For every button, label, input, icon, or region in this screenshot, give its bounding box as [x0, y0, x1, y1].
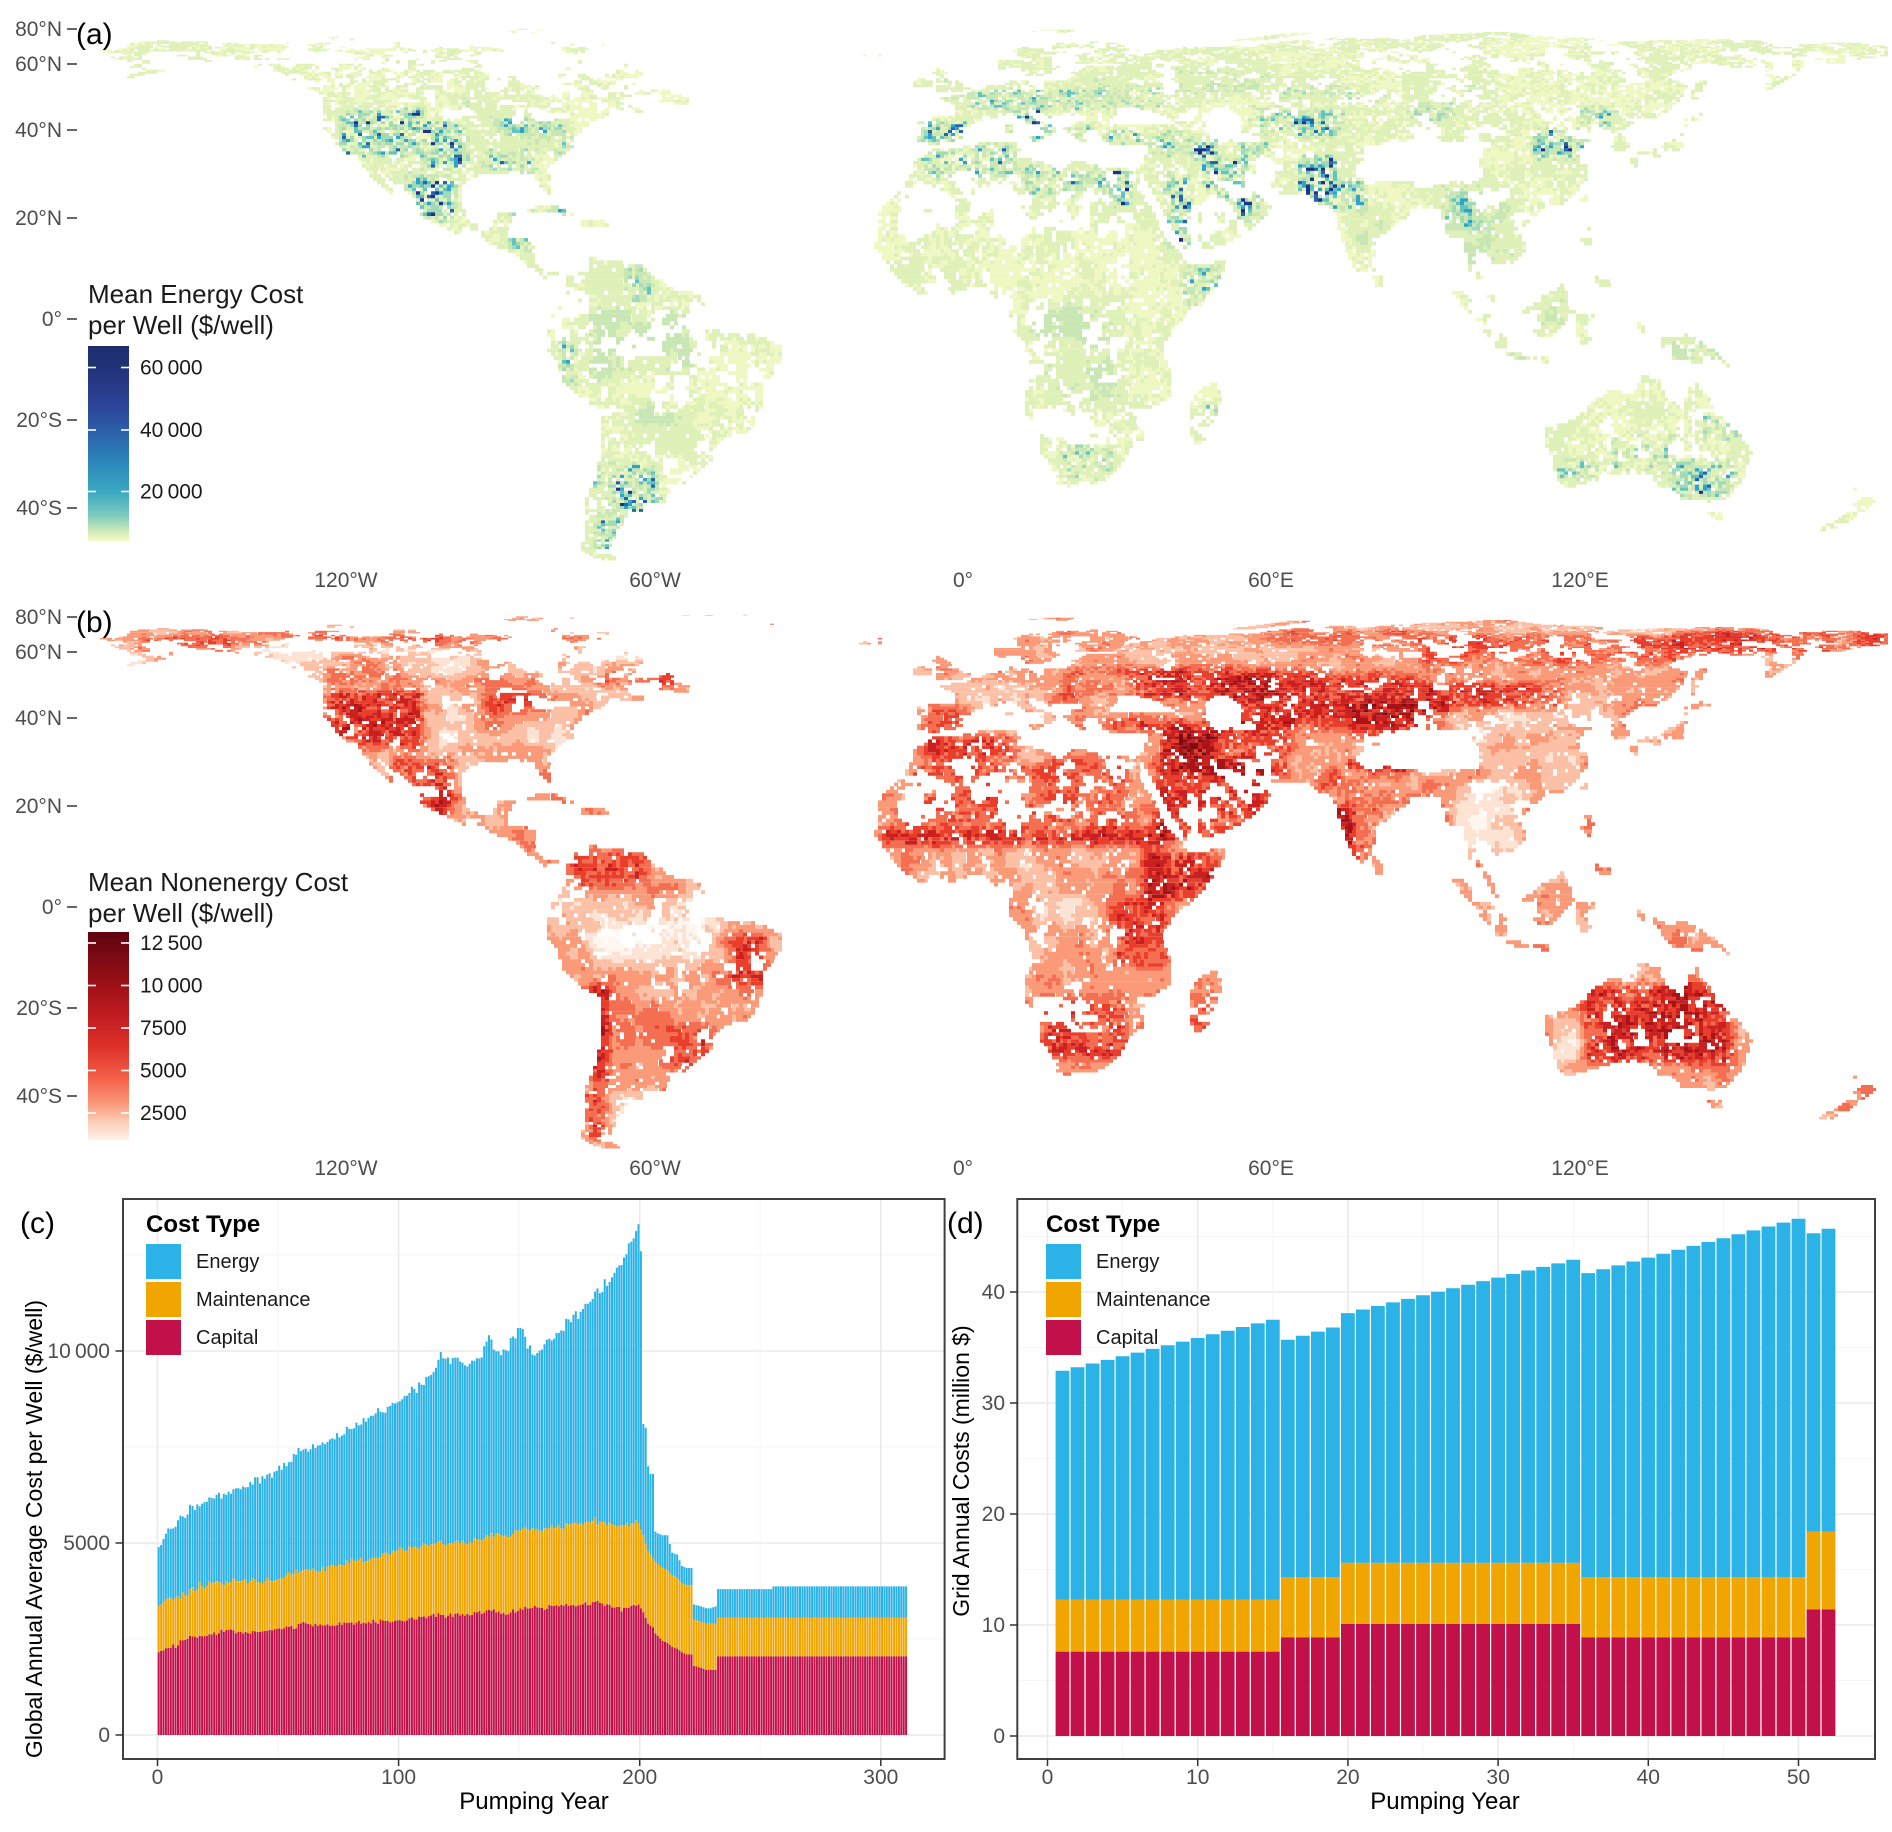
svg-text:0°: 0° [42, 896, 62, 919]
svg-text:20: 20 [982, 1503, 1005, 1526]
svg-text:Grid Annual Costs (million $): Grid Annual Costs (million $) [948, 1325, 974, 1616]
svg-text:30: 30 [1486, 1766, 1509, 1789]
svg-text:0°: 0° [953, 1157, 973, 1180]
svg-text:Pumping Year: Pumping Year [1370, 1788, 1519, 1815]
svg-text:12 500: 12 500 [140, 932, 203, 955]
svg-text:120°E: 120°E [1551, 569, 1608, 592]
svg-text:10 000: 10 000 [140, 975, 203, 998]
svg-text:0°: 0° [953, 569, 973, 592]
svg-text:20 000: 20 000 [140, 481, 203, 504]
svg-text:120°W: 120°W [314, 569, 377, 592]
svg-text:Capital: Capital [196, 1327, 258, 1349]
svg-text:0: 0 [1042, 1766, 1054, 1789]
svg-text:120°E: 120°E [1551, 1157, 1608, 1180]
svg-text:60°W: 60°W [629, 1157, 681, 1180]
svg-text:0: 0 [152, 1766, 164, 1789]
svg-text:0°: 0° [42, 308, 62, 331]
svg-text:Pumping Year: Pumping Year [459, 1788, 608, 1815]
svg-text:50: 50 [1787, 1766, 1810, 1789]
svg-text:(c): (c) [20, 1207, 55, 1240]
svg-text:10: 10 [982, 1614, 1005, 1637]
svg-text:10: 10 [1186, 1766, 1209, 1789]
svg-text:Cost Type: Cost Type [146, 1211, 260, 1238]
svg-text:5000: 5000 [140, 1060, 187, 1083]
svg-text:200: 200 [622, 1766, 657, 1789]
svg-text:Global Annual Average Cost per: Global Annual Average Cost per Well ($/w… [21, 1300, 47, 1758]
svg-text:40 000: 40 000 [140, 419, 203, 442]
svg-text:Mean Nonenergy Cost: Mean Nonenergy Cost [88, 867, 349, 897]
svg-text:0: 0 [98, 1724, 110, 1747]
svg-text:20: 20 [1336, 1766, 1359, 1789]
svg-text:Maintenance: Maintenance [196, 1289, 311, 1311]
svg-text:0: 0 [993, 1725, 1005, 1748]
svg-text:100: 100 [381, 1766, 416, 1789]
svg-text:(b): (b) [76, 606, 113, 639]
svg-text:60°W: 60°W [629, 569, 681, 592]
svg-text:60°N: 60°N [15, 53, 62, 76]
svg-text:20°S: 20°S [16, 409, 62, 432]
svg-text:Energy: Energy [1096, 1251, 1159, 1273]
svg-text:Maintenance: Maintenance [1096, 1289, 1211, 1311]
svg-text:30: 30 [982, 1392, 1005, 1415]
svg-text:40: 40 [982, 1281, 1005, 1304]
svg-text:40°S: 40°S [16, 1085, 62, 1108]
svg-text:80°N: 80°N [15, 606, 62, 629]
svg-text:40°N: 40°N [15, 707, 62, 730]
svg-text:60 000: 60 000 [140, 357, 203, 380]
svg-text:300: 300 [863, 1766, 898, 1789]
svg-text:40°S: 40°S [16, 497, 62, 520]
svg-text:per Well ($/well): per Well ($/well) [88, 310, 274, 340]
svg-text:40°N: 40°N [15, 119, 62, 142]
svg-text:60°E: 60°E [1248, 1157, 1294, 1180]
svg-text:2500: 2500 [140, 1102, 187, 1125]
svg-text:5000: 5000 [63, 1532, 110, 1555]
svg-text:10 000: 10 000 [47, 1340, 110, 1363]
svg-text:120°W: 120°W [314, 1157, 377, 1180]
svg-text:60°E: 60°E [1248, 569, 1294, 592]
svg-text:20°N: 20°N [15, 207, 62, 230]
svg-text:80°N: 80°N [15, 18, 62, 41]
svg-text:Capital: Capital [1096, 1327, 1158, 1349]
svg-text:Energy: Energy [196, 1251, 259, 1273]
svg-text:20°S: 20°S [16, 997, 62, 1020]
svg-text:7500: 7500 [140, 1017, 187, 1040]
svg-text:(d): (d) [947, 1207, 984, 1240]
svg-text:20°N: 20°N [15, 795, 62, 818]
svg-text:40: 40 [1637, 1766, 1660, 1789]
svg-text:Cost Type: Cost Type [1046, 1211, 1160, 1238]
svg-text:60°N: 60°N [15, 641, 62, 664]
svg-text:per Well ($/well): per Well ($/well) [88, 898, 274, 928]
svg-text:Mean Energy Cost: Mean Energy Cost [88, 279, 304, 309]
svg-text:(a): (a) [76, 18, 113, 51]
